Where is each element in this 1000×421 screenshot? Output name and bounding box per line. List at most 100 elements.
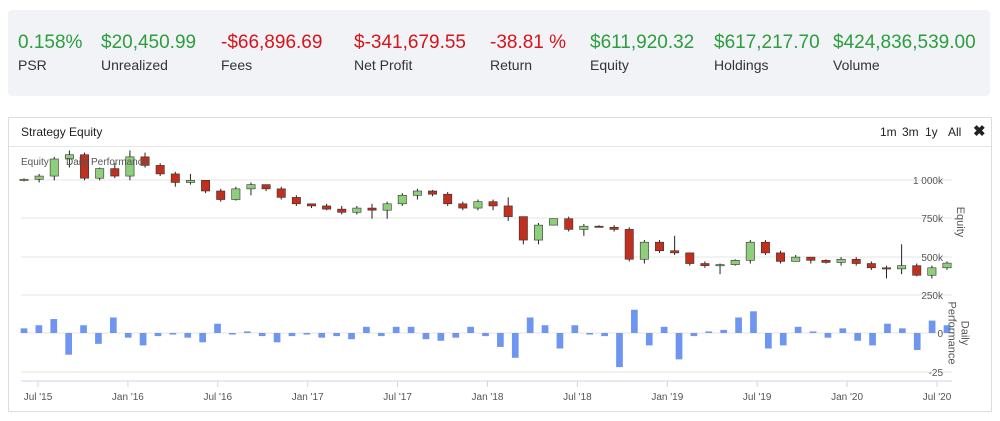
performance-bar	[928, 320, 936, 333]
equity-candle	[170, 171, 180, 187]
performance-bar	[779, 333, 787, 346]
equity-candle	[912, 263, 922, 277]
candle-body	[64, 154, 74, 160]
candle-body	[927, 267, 937, 276]
candle-body	[170, 173, 180, 183]
equity-candle	[80, 152, 89, 181]
x-tick-label: Jan '18	[472, 392, 504, 403]
equity-candle	[291, 195, 301, 206]
performance-bar	[586, 333, 594, 335]
performance-bar	[258, 333, 266, 337]
performance-bar	[288, 333, 296, 337]
stat-value: $20,450.99	[101, 32, 197, 53]
equity-candle	[185, 173, 195, 185]
equity-candle	[397, 193, 407, 206]
performance-bar	[869, 333, 876, 346]
candle-body	[473, 201, 483, 209]
candle-body	[776, 252, 786, 262]
performance-bar	[20, 328, 28, 333]
equity-candle	[95, 167, 105, 181]
performance-bar	[750, 311, 757, 333]
equity-candle	[216, 188, 226, 202]
stat-value: -$66,896.69	[221, 32, 323, 53]
strategy-equity-panel: Strategy Equity 1m 3m 1y All ✖ 1 000k 750…	[8, 117, 992, 412]
equity-candle	[34, 173, 44, 183]
candle-body	[458, 203, 468, 209]
performance-bar	[452, 333, 460, 338]
candle-body	[367, 207, 377, 211]
candle-body	[670, 250, 680, 254]
candle-body	[397, 194, 407, 205]
performance-bar	[80, 325, 87, 333]
candle-body	[307, 203, 316, 207]
performance-bar	[363, 326, 370, 333]
candle-body	[246, 184, 256, 190]
candle-body	[80, 154, 89, 179]
equity-candle	[745, 240, 755, 264]
performance-bar	[735, 317, 742, 333]
equity-candle	[458, 201, 468, 211]
candle-body	[564, 218, 574, 230]
performance-bar	[705, 331, 713, 333]
legend-daily-performance: Daily Performance	[66, 157, 149, 168]
candle-body	[382, 203, 392, 211]
stat-label: Equity	[590, 57, 629, 73]
candle-body	[428, 190, 438, 195]
candle-body	[730, 260, 740, 265]
candle-body	[140, 156, 150, 166]
performance-bar	[898, 328, 906, 333]
x-tick-label: Jan '19	[651, 392, 683, 403]
equity-candle	[609, 225, 619, 232]
equity-candle	[670, 235, 680, 255]
candle-body	[882, 267, 891, 270]
stat-label: Net Profit	[354, 57, 413, 73]
performance-bar	[377, 333, 385, 337]
stat-value: 0.158%	[18, 32, 83, 53]
range-1m-button[interactable]: 1m	[880, 125, 897, 139]
candle-body	[125, 156, 135, 177]
performance-bar	[184, 333, 192, 338]
range-all-button[interactable]: All	[948, 125, 962, 139]
performance-bar	[50, 319, 58, 333]
panel-header: Strategy Equity 1m 3m 1y All ✖	[9, 118, 991, 147]
equity-candle	[473, 199, 483, 211]
candle-body	[912, 265, 922, 276]
performance-bar	[824, 333, 832, 338]
performance-axis-title-line: Daily	[959, 321, 971, 346]
stat-label: Fees	[221, 57, 253, 73]
performance-bar	[690, 333, 698, 337]
candle-body	[533, 224, 543, 241]
performance-bar	[616, 333, 623, 368]
stats-bar: 0.158% PSR $20,450.99 Unrealized -$66,89…	[8, 10, 990, 96]
stat-value: $611,920.32	[590, 32, 695, 53]
close-icon[interactable]: ✖	[973, 123, 986, 140]
equity-candle	[488, 199, 498, 211]
candle-body	[806, 256, 816, 261]
stat-label: Holdings	[714, 57, 769, 73]
performance-bar	[571, 325, 579, 333]
stat-fees: -$66,896.69 Fees	[221, 32, 322, 74]
equity-axis-title: Equity	[954, 207, 966, 238]
candle-body	[19, 178, 29, 181]
candle-body	[579, 225, 589, 230]
x-tick-label: Jan '16	[112, 392, 144, 403]
performance-bar	[229, 333, 236, 335]
performance-bar	[645, 333, 653, 346]
equity-candle	[337, 205, 347, 215]
equity-candle	[503, 197, 513, 221]
performance-bar	[497, 333, 504, 347]
performance-y-tick-label: 250k	[921, 291, 944, 302]
range-1y-button[interactable]: 1y	[925, 125, 938, 139]
performance-bar	[407, 326, 415, 333]
candle-body	[49, 158, 59, 177]
equity-candle	[19, 178, 29, 182]
equity-candle	[322, 203, 332, 211]
performance-bar	[809, 331, 817, 333]
performance-y-tick-label: -25	[929, 368, 944, 379]
equity-candle	[730, 259, 740, 266]
range-3m-button[interactable]: 3m	[902, 125, 919, 139]
performance-axis-title-line: Performance	[945, 302, 957, 365]
equity-candle	[942, 261, 952, 270]
candle-body	[337, 208, 347, 213]
stat-value: $-341,679.55	[354, 32, 466, 53]
